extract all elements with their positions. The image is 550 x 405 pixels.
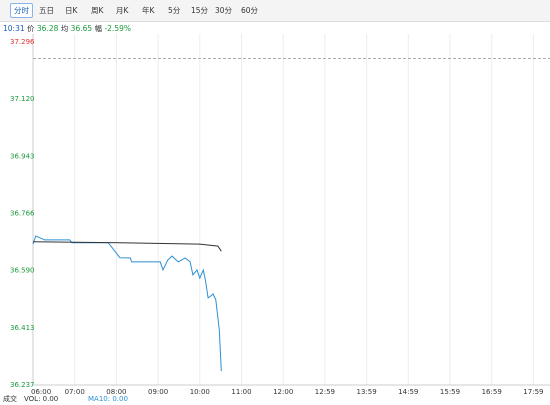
y-tick-label: 36.413 — [10, 324, 35, 332]
price: 36.28 — [36, 24, 59, 33]
avg-label: 均 — [60, 24, 69, 33]
x-tick-label: 12:59 — [315, 388, 335, 396]
x-tick-label: 15:59 — [440, 388, 460, 396]
x-tick-label: 07:00 — [65, 388, 85, 396]
tab[interactable]: 5分 — [168, 6, 181, 15]
quote-info: 10:31 价 36.28 均 36.65 幅 -2.59% — [3, 23, 131, 34]
y-tick-label: 37.120 — [10, 95, 35, 103]
volume-label: 成交 — [3, 394, 17, 403]
y-tick-label: 37.296 — [10, 38, 35, 46]
avg: 36.65 — [70, 24, 93, 33]
tab[interactable]: 30分 — [215, 6, 233, 15]
x-tick-label: 10:00 — [190, 388, 210, 396]
x-tick-label: 11:00 — [231, 388, 251, 396]
tab[interactable]: 年K — [142, 6, 155, 15]
tab[interactable]: 五日 — [39, 6, 54, 15]
y-tick-label: 36.943 — [10, 152, 35, 160]
y-tick-label: 36.590 — [10, 267, 35, 275]
x-tick-label: 09:00 — [148, 388, 168, 396]
tab[interactable]: 分时 — [10, 3, 33, 18]
x-tick-label: 17:59 — [523, 388, 543, 396]
x-tick-label: 13:59 — [357, 388, 377, 396]
x-tick-label: 12:00 — [273, 388, 293, 396]
x-tick-label: 08:00 — [106, 388, 126, 396]
series-line — [32, 241, 222, 252]
x-tick-label: 06:00 — [31, 388, 51, 396]
series-line — [32, 235, 222, 372]
price-label: 价 — [27, 24, 35, 33]
tab[interactable]: 日K — [65, 6, 78, 15]
vol: VOL: 0.00 — [24, 395, 58, 403]
tab-bar: 分时 五日 日K 周K 月K 年K 5分 15分 30分 60分 — [0, 0, 550, 22]
y-tick-label: 36.766 — [10, 210, 35, 218]
y-tick-label: 36.237 — [10, 381, 35, 389]
change: -2.59% — [104, 24, 131, 33]
x-tick-label: 16:59 — [482, 388, 502, 396]
tab[interactable]: 15分 — [191, 6, 209, 15]
ma10: MA10: 0.00 — [88, 395, 128, 403]
tab[interactable]: 月K — [116, 6, 129, 15]
tab[interactable]: 60分 — [241, 6, 259, 15]
change-label: 幅 — [94, 24, 103, 33]
tab[interactable]: 周K — [91, 6, 104, 15]
time: 10:31 — [3, 24, 25, 33]
x-tick-label: 14:59 — [398, 388, 418, 396]
